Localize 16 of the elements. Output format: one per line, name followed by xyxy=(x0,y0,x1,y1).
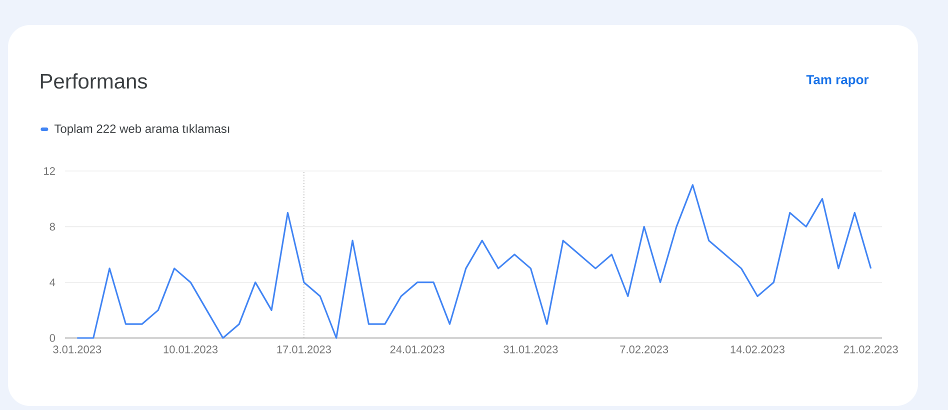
x-tick-label: 3.01.2023 xyxy=(53,346,102,354)
x-tick-label: 7.02.2023 xyxy=(620,346,668,354)
x-tick-label: 21.02.2023 xyxy=(844,346,898,354)
y-tick-label: 0 xyxy=(50,334,56,342)
y-tick-label: 12 xyxy=(44,167,55,175)
text: Tam rapor xyxy=(806,75,869,87)
chart-title: Performans xyxy=(40,73,147,89)
x-tick-label: 31.01.2023 xyxy=(504,346,558,354)
x-tick-label: 10.01.2023 xyxy=(164,346,218,354)
y-tick-label: 8 xyxy=(50,222,55,231)
x-tick-label: 14.02.2023 xyxy=(730,346,785,354)
legend-label: Toplam 222 web arama tıklaması xyxy=(54,124,230,136)
y-tick-label: 4 xyxy=(50,278,56,286)
line-series xyxy=(76,184,872,339)
x-tick-label: 24.01.2023 xyxy=(390,346,444,354)
x-tick-label: 17.01.2023 xyxy=(277,346,331,354)
